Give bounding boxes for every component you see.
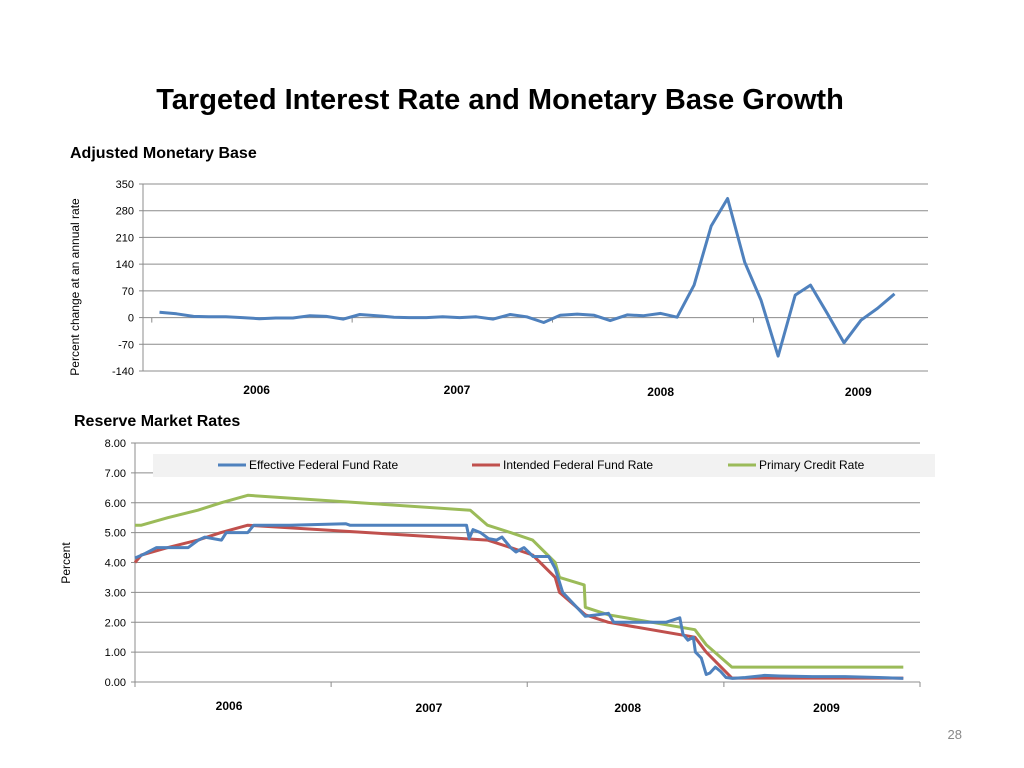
y-tick-label: 1.00: [105, 647, 126, 659]
legend-box: [153, 454, 935, 477]
page-number: 28: [947, 727, 962, 742]
y-tick-label: 350: [116, 179, 134, 191]
series-line-intended-fed-funds: [133, 523, 904, 680]
chart-title-reserve-rates: Reserve Market Rates: [74, 413, 241, 430]
y-tick-label: 70: [122, 286, 134, 298]
y-tick-label: 0: [128, 313, 134, 325]
x-tick-label: 2006: [216, 699, 243, 713]
y-tick-label: 5.00: [105, 528, 126, 540]
x-tick-label: 2008: [647, 385, 674, 399]
y-tick-label: 140: [116, 259, 134, 271]
series-line-primary-credit: [135, 493, 904, 669]
y-tick-label: 3.00: [105, 587, 126, 599]
y-tick-label: 0.00: [105, 677, 126, 689]
x-tick-label: 2006: [243, 383, 270, 397]
x-tick-label: 2009: [813, 701, 840, 715]
legend-label: Primary Credit Rate: [759, 458, 865, 472]
x-tick-label: 2007: [444, 383, 471, 397]
y-tick-label: 280: [116, 206, 134, 218]
y-tick-label: 6.00: [105, 498, 126, 510]
x-tick-label: 2009: [845, 385, 872, 399]
x-tick-label: 2008: [614, 701, 641, 715]
legend-label: Intended Federal Fund Rate: [503, 458, 653, 472]
y-tick-label: 8.00: [105, 438, 126, 450]
y-tick-label: 4.00: [105, 558, 126, 570]
series-line-effective-fed-funds: [134, 522, 904, 680]
slide-title: Targeted Interest Rate and Monetary Base…: [156, 84, 844, 116]
chart-title-monetary-base: Adjusted Monetary Base: [70, 145, 257, 162]
y-tick-label: -70: [118, 339, 134, 351]
legend-label: Effective Federal Fund Rate: [249, 458, 399, 472]
y-tick-label: 7.00: [105, 468, 126, 480]
x-tick-label: 2007: [416, 701, 443, 715]
y-tick-label: 2.00: [105, 617, 126, 629]
y-tick-label: 210: [116, 232, 134, 244]
series-line-monetary-base: [159, 197, 896, 358]
y-tick-label: -140: [112, 366, 134, 378]
